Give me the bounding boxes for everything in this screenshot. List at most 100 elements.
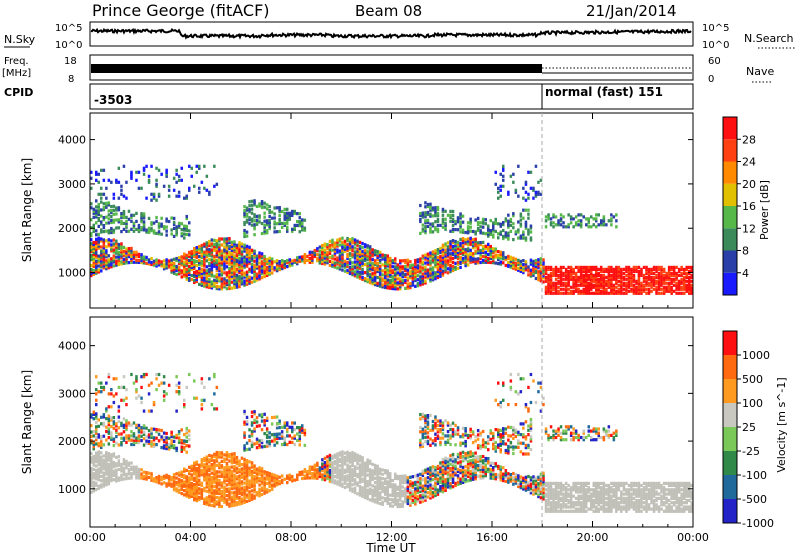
- data-cell: [238, 489, 241, 493]
- data-cell: [122, 458, 126, 462]
- data-cell: [125, 427, 128, 432]
- data-cell: [421, 213, 425, 217]
- data-cell: [97, 208, 100, 212]
- data-cell: [225, 472, 229, 476]
- data-cell: [431, 268, 435, 272]
- cpid-label: CPID: [4, 86, 33, 99]
- data-cell: [464, 240, 467, 244]
- data-cell: [248, 281, 251, 285]
- date-label: 21/Jan/2014: [586, 2, 677, 20]
- data-cell: [253, 249, 256, 253]
- data-cell: [474, 245, 477, 249]
- data-cell: [162, 375, 166, 379]
- data-cell: [527, 228, 530, 232]
- data-cell: [399, 259, 402, 263]
- data-cell: [602, 221, 606, 225]
- data-cell: [429, 275, 432, 279]
- data-cell: [117, 405, 121, 409]
- data-cell: [421, 256, 425, 260]
- data-cell: [175, 476, 178, 480]
- data-cell: [577, 265, 580, 269]
- data-cell: [303, 261, 307, 265]
- data-cell: [542, 260, 545, 264]
- data-cell: [522, 208, 525, 212]
- data-cell: [213, 164, 216, 168]
- data-cell: [466, 229, 470, 233]
- data-cell: [172, 216, 176, 220]
- data-cell: [105, 468, 108, 472]
- data-cell: [243, 281, 246, 285]
- data-cell: [95, 172, 98, 176]
- data-cell: [238, 275, 241, 279]
- data-cell: [559, 267, 563, 271]
- data-cell: [130, 215, 133, 219]
- data-cell: [115, 424, 118, 428]
- data-cell: [100, 381, 103, 385]
- data-cell: [275, 434, 279, 438]
- data-cell: [426, 202, 430, 207]
- data-cell: [205, 243, 209, 247]
- data-cell: [183, 252, 186, 256]
- data-cell: [228, 474, 231, 478]
- data-cell: [185, 479, 188, 483]
- data-cell: [394, 271, 397, 275]
- data-cell: [296, 432, 299, 436]
- data-cell: [122, 249, 126, 253]
- data-cell: [235, 285, 239, 289]
- data-cell: [140, 472, 143, 476]
- data-cell: [240, 480, 244, 484]
- data-cell: [130, 467, 133, 471]
- data-cell: [595, 275, 598, 279]
- data-cell: [451, 246, 455, 251]
- data-cell: [585, 279, 588, 283]
- data-cell: [180, 261, 183, 265]
- data-cell: [228, 455, 231, 459]
- data-cell: [140, 226, 143, 230]
- data-cell: [107, 429, 111, 433]
- data-cell: [225, 245, 229, 249]
- data-cell: [248, 269, 251, 273]
- data-cell: [95, 221, 98, 225]
- data-cell: [155, 178, 158, 182]
- data-cell: [489, 256, 492, 261]
- data-cell: [110, 468, 113, 472]
- data-cell: [235, 501, 239, 505]
- data-cell: [318, 257, 322, 261]
- data-cell: [429, 202, 432, 206]
- data-cell: [200, 249, 204, 253]
- data-cell: [165, 442, 168, 446]
- data-cell: [170, 443, 173, 447]
- data-cell: [137, 425, 141, 430]
- data-cell: [328, 263, 332, 267]
- data-cell: [323, 465, 327, 469]
- data-cell: [637, 283, 641, 287]
- data-cell: [208, 503, 211, 507]
- data-cell: [243, 460, 246, 464]
- data-cell: [100, 466, 103, 470]
- data-cell: [424, 227, 427, 231]
- data-cell: [258, 275, 261, 279]
- data-cell: [263, 229, 266, 233]
- nsky-series: [90, 27, 692, 40]
- data-cell: [424, 253, 427, 257]
- data-cell: [557, 267, 560, 271]
- data-cell: [459, 241, 462, 246]
- data-cell: [100, 265, 103, 269]
- data-cell: [250, 472, 254, 476]
- data-cell: [539, 269, 543, 273]
- data-cell: [135, 469, 138, 473]
- data-cell: [183, 236, 186, 240]
- data-cell: [245, 478, 249, 482]
- data-cell: [527, 232, 530, 236]
- data-cell: [172, 234, 176, 238]
- data-cell: [203, 276, 206, 280]
- data-cell: [291, 259, 294, 263]
- data-cell: [245, 260, 249, 264]
- data-cell: [235, 283, 239, 287]
- data-cell: [346, 256, 349, 260]
- data-cell: [554, 267, 558, 271]
- data-cell: [323, 478, 327, 482]
- data-cell: [296, 473, 299, 477]
- data-cell: [165, 170, 168, 174]
- data-cell: [137, 258, 141, 262]
